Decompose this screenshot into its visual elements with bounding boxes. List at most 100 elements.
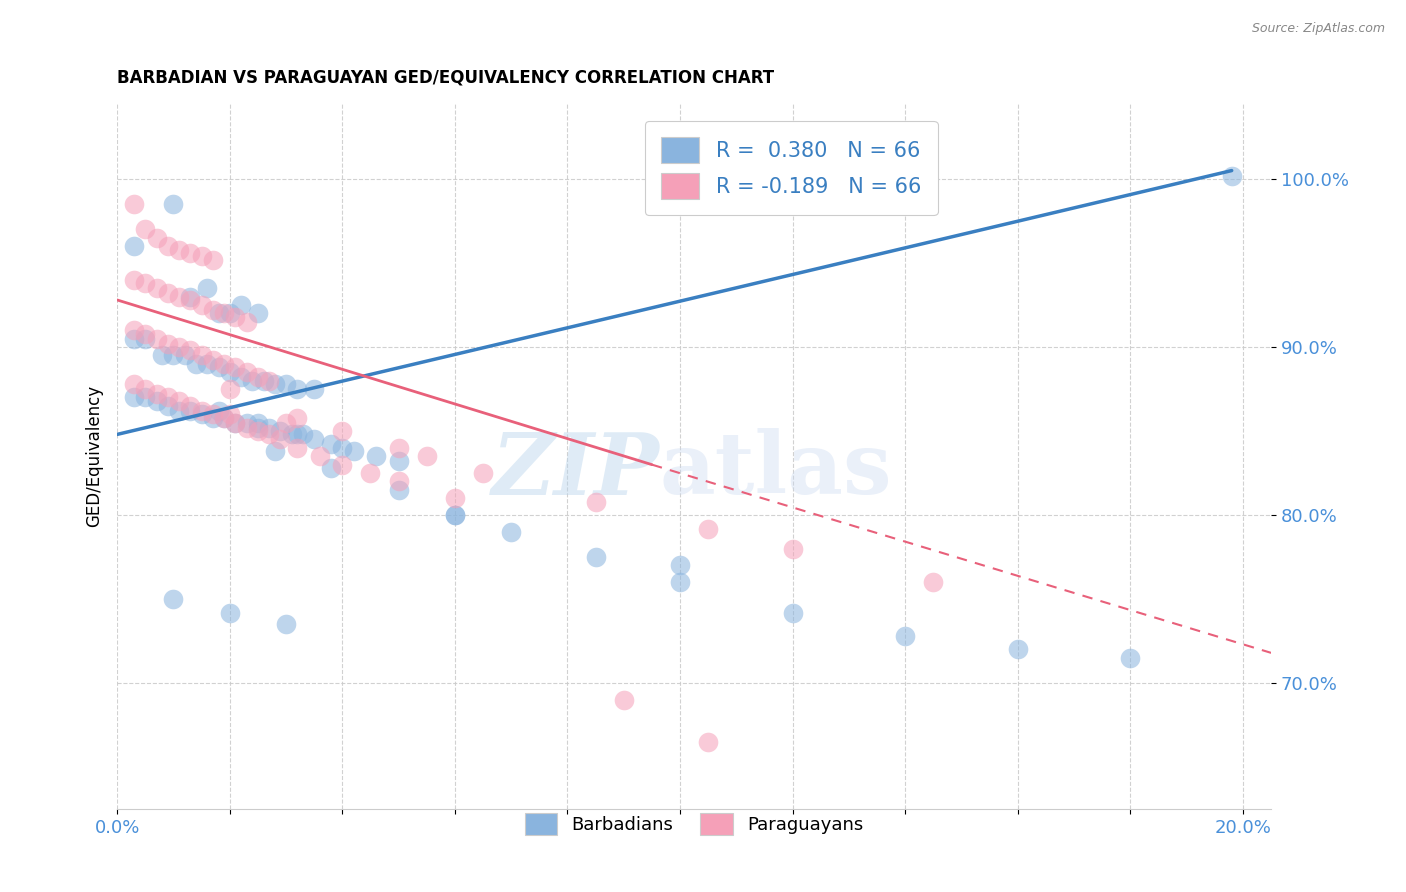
Point [218,407,240,421]
Point [697,735,720,749]
Point [190,249,212,263]
Point [1119,651,1142,665]
Point [388,475,411,489]
Point [167,243,190,257]
Point [330,424,353,438]
Point [1220,169,1243,183]
Point [218,382,240,396]
Point [235,365,257,379]
Point [235,420,257,434]
Point [782,541,804,556]
Point [179,343,201,358]
Point [134,276,156,290]
Point [167,290,190,304]
Point [263,376,285,391]
Point [246,306,269,320]
Point [235,416,257,430]
Point [179,246,201,260]
Point [122,197,145,211]
Point [252,374,274,388]
Point [285,410,308,425]
Point [782,606,804,620]
Point [201,303,224,318]
Point [669,575,692,590]
Text: atlas: atlas [659,428,891,512]
Point [190,407,212,421]
Point [229,370,252,384]
Point [366,449,388,463]
Point [156,286,179,301]
Text: Source: ZipAtlas.com: Source: ZipAtlas.com [1251,22,1385,36]
Point [240,374,263,388]
Y-axis label: GED/Equivalency: GED/Equivalency [86,385,103,527]
Point [162,348,184,362]
Point [269,424,291,438]
Point [246,370,269,384]
Point [134,391,156,405]
Point [145,281,167,295]
Point [319,461,342,475]
Point [122,323,145,337]
Point [246,420,269,434]
Point [922,575,945,590]
Point [285,382,308,396]
Point [388,454,411,468]
Point [444,508,467,522]
Point [308,449,330,463]
Point [162,592,184,607]
Point [224,416,246,430]
Point [330,458,353,472]
Point [472,466,495,480]
Point [195,281,218,295]
Point [212,410,235,425]
Point [201,410,224,425]
Point [190,348,212,362]
Point [122,376,145,391]
Point [134,326,156,341]
Point [162,197,184,211]
Point [179,290,201,304]
Point [697,521,720,535]
Point [501,524,523,539]
Point [134,382,156,396]
Point [444,491,467,506]
Point [212,410,235,425]
Point [669,558,692,573]
Point [285,441,308,455]
Point [235,315,257,329]
Point [156,336,179,351]
Point [145,387,167,401]
Point [179,293,201,307]
Point [224,416,246,430]
Point [156,239,179,253]
Point [212,306,235,320]
Text: ZIP: ZIP [492,429,659,512]
Point [257,374,280,388]
Point [229,298,252,312]
Point [246,416,269,430]
Point [134,332,156,346]
Point [274,617,297,632]
Point [1007,642,1029,657]
Point [184,357,207,371]
Point [585,550,607,565]
Point [274,376,297,391]
Point [613,693,636,707]
Point [319,437,342,451]
Point [145,332,167,346]
Point [190,404,212,418]
Text: BARBADIAN VS PARAGUAYAN GED/EQUIVALENCY CORRELATION CHART: BARBADIAN VS PARAGUAYAN GED/EQUIVALENCY … [117,69,775,87]
Point [894,629,917,643]
Point [201,353,224,368]
Point [173,348,195,362]
Point [302,382,325,396]
Point [257,420,280,434]
Point [156,391,179,405]
Point [122,391,145,405]
Point [218,365,240,379]
Point [269,433,291,447]
Point [122,332,145,346]
Point [280,427,302,442]
Point [218,306,240,320]
Point [134,222,156,236]
